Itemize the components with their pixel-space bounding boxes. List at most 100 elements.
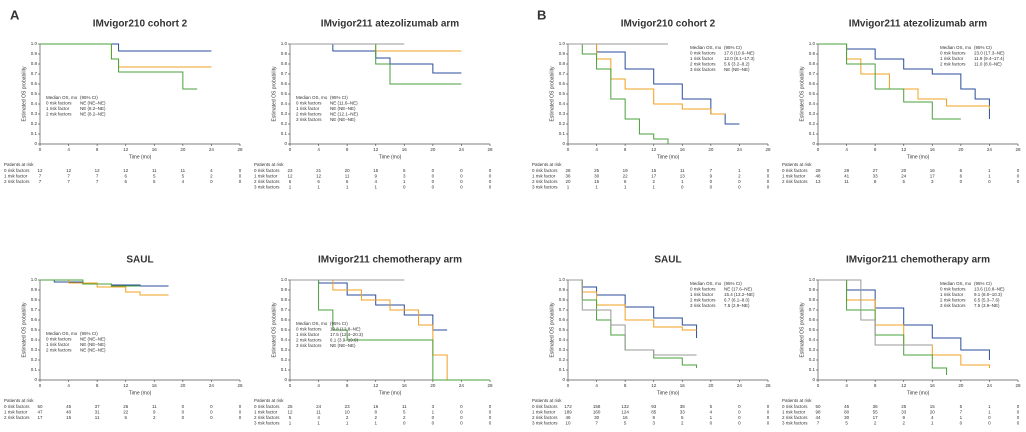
risk-count: 11 [152, 404, 157, 409]
y-tick-label: 0.2 [31, 357, 38, 362]
legend-median: 6.7 (6.1–8.0) [724, 298, 750, 303]
risk-count: 7 [39, 174, 42, 179]
chart-title: IMvigor211 atezolizumab arm [849, 19, 987, 30]
risk-count: 11 [680, 168, 685, 173]
x-tick-label: 8 [874, 383, 877, 388]
legend-median: NE (NE–NE) [724, 67, 750, 72]
risk-row-label: 1 risk factor [782, 410, 806, 415]
survival-curve [40, 43, 212, 52]
risk-count: 2 [874, 421, 877, 426]
survival-curve [40, 43, 198, 90]
y-tick-label: 0.2 [31, 121, 38, 126]
risk-count: 85 [651, 410, 657, 415]
chart-title: IMvigor211 chemotherapy arm [318, 255, 462, 266]
x-tick-label: 20 [958, 147, 964, 152]
risk-count: 0 [239, 174, 242, 179]
legend-median: 6.1 (3.9–19.9) [330, 338, 359, 343]
risk-count: 1 [317, 421, 320, 426]
risk-count: 0 [432, 168, 435, 173]
risk-count: 2 [652, 179, 655, 184]
risk-count: 2 [738, 174, 741, 179]
y-axis-label: Estimated OS probability [271, 302, 277, 358]
risk-count: 1 [289, 185, 292, 190]
legend-name: 1 risk factor [690, 56, 714, 61]
risk-count: 0 [489, 415, 492, 420]
y-tick-label: 0.8 [281, 61, 288, 66]
x-axis-label: Time (mo) [379, 154, 402, 160]
risk-count: 0 [460, 179, 463, 184]
survival-curve [290, 279, 490, 381]
y-tick-label: 0.1 [559, 367, 566, 372]
risk-count: 1 [988, 174, 991, 179]
risk-count: 93 [651, 404, 657, 409]
risk-count: 0 [767, 410, 770, 415]
y-tick-label: 0.7 [809, 71, 816, 76]
y-tick-label: 0.6 [559, 81, 566, 86]
y-tick-label: 0.1 [281, 367, 288, 372]
risk-count: 21 [316, 168, 322, 173]
risk-count: 0 [767, 174, 770, 179]
risk-count: 3 [432, 404, 435, 409]
risk-count: 1 [960, 415, 963, 420]
x-tick-label: 16 [680, 147, 686, 152]
risk-count: 4 [182, 179, 185, 184]
risk-count: 23 [287, 168, 293, 173]
legend-median: NE (NE–NE) [330, 106, 356, 111]
x-tick-label: 4 [845, 383, 848, 388]
risk-count: 12 [66, 168, 72, 173]
risk-count: 5 [710, 404, 713, 409]
risk-count: 45 [66, 404, 72, 409]
y-tick-label: 0.4 [809, 101, 816, 106]
x-tick-label: 0 [817, 383, 820, 388]
risk-row-label: 3 risk factors [782, 421, 808, 426]
risk-count: 36 [565, 174, 571, 179]
legend-name: 3 risk factors [940, 303, 966, 308]
y-tick-label: 0.3 [31, 111, 38, 116]
y-tick-label: 1.0 [559, 277, 566, 282]
y-tick-label: 0.8 [31, 297, 38, 302]
risk-count: 3 [403, 174, 406, 179]
y-tick-label: 0.6 [809, 81, 816, 86]
risk-count: 23 [345, 404, 351, 409]
risk-count: 11 [152, 168, 157, 173]
x-tick-label: 28 [1015, 383, 1021, 388]
y-tick-label: 1.0 [281, 41, 288, 46]
risk-row-label: 2 risk factors [782, 179, 808, 184]
y-tick-label: 0.5 [559, 91, 566, 96]
y-tick-label: 0.4 [809, 337, 816, 342]
risk-count: 0 [710, 185, 713, 190]
y-tick-label: 0.9 [559, 287, 566, 292]
risk-count: 1 [710, 415, 713, 420]
legend-median: 23.0 (17.3–NE) [974, 51, 1005, 56]
legend-title: Median OS, mo [690, 281, 722, 286]
risk-row-label: 1 risk factor [254, 410, 278, 415]
risk-count: 5 [403, 410, 406, 415]
risk-row-label: 0 risk factors [4, 404, 30, 409]
risk-count: 8 [374, 410, 377, 415]
risk-count: 0 [738, 404, 741, 409]
risk-count: 36 [873, 404, 879, 409]
y-tick-label: 0.6 [559, 317, 566, 322]
legend-name: 0 risk factors [46, 101, 72, 106]
legend-median: NE (NE–NE) [330, 343, 356, 348]
x-tick-label: 16 [930, 383, 936, 388]
legend-name: 0 risk factors [296, 327, 322, 332]
chart-title: IMvigor210 cohort 2 [93, 19, 188, 30]
y-tick-label: 0.7 [281, 71, 288, 76]
chart-title: IMvigor210 cohort 2 [621, 19, 716, 30]
risk-row-label: 3 risk factors [254, 185, 280, 190]
survival-curve [568, 43, 726, 115]
survival-curve [568, 279, 698, 338]
risk-count: 7 [817, 421, 820, 426]
risk-count: 6 [124, 415, 127, 420]
x-axis-label: Time (mo) [907, 154, 930, 160]
y-tick-label: 0.8 [559, 61, 566, 66]
risk-count: 17 [651, 174, 657, 179]
legend-name: 0 risk factors [940, 51, 966, 56]
risk-title: Patients at risk [254, 162, 284, 167]
risk-count: 12 [37, 168, 43, 173]
y-tick-label: 0.4 [31, 337, 38, 342]
risk-row-label: 0 risk factors [254, 168, 280, 173]
legend-median: 11.9 (9.4–17.4) [974, 56, 1005, 61]
risk-row-label: 1 risk factor [782, 174, 806, 179]
